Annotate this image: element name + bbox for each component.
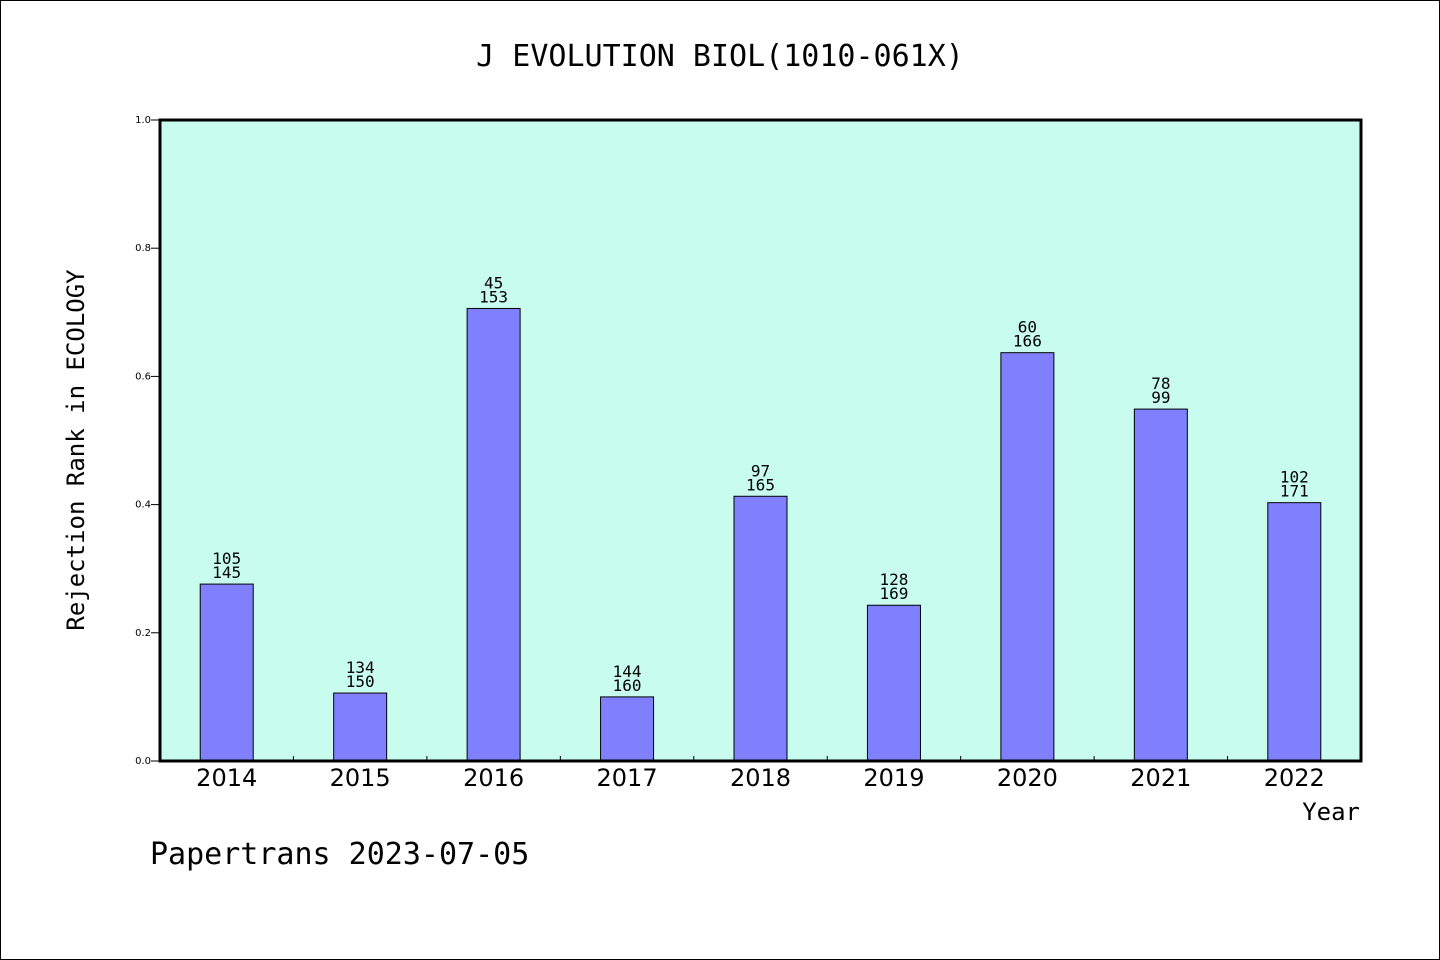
bar-2019	[866, 604, 921, 762]
y-tick-label: 0.4	[135, 500, 151, 511]
y-axis-label: Rejection Rank in ECOLOGY	[62, 269, 90, 631]
data-label-bottom: 150	[346, 672, 375, 691]
x-tick-label: 2019	[863, 764, 924, 792]
data-label-top: 134	[346, 658, 375, 677]
data-label-bottom: 171	[1280, 482, 1309, 501]
x-tick-label: 2017	[597, 764, 658, 792]
y-axis: 0.0 0.2 0.4 0.6 0.8 1.0	[135, 115, 160, 767]
bar-2016	[466, 307, 521, 762]
data-label-bottom: 153	[479, 287, 508, 306]
x-axis: 2014 2015 2016 2017 2018 2019 2020 2021 2022	[196, 756, 1325, 792]
data-label-top: 128	[879, 570, 908, 589]
bar-2022	[1267, 502, 1322, 762]
data-label-top: 97	[751, 461, 770, 480]
x-tick-label: 2015	[330, 764, 391, 792]
data-label-bottom: 145	[212, 563, 241, 582]
chart-title: J EVOLUTION BIOL(1010-061X)	[476, 39, 964, 74]
bar-2017	[600, 696, 655, 762]
y-tick-label: 0.2	[135, 628, 151, 639]
x-tick-label: 2014	[196, 764, 257, 792]
data-label-bottom: 160	[613, 676, 642, 695]
watermark-text: Papertrans 2023-07-05	[150, 837, 529, 872]
x-tick-label: 2021	[1130, 764, 1191, 792]
data-label-top: 60	[1018, 318, 1037, 337]
data-label-bottom: 166	[1013, 332, 1042, 351]
y-tick-label: 0.0	[135, 756, 151, 767]
bar-2015	[333, 692, 388, 762]
data-label-bottom: 165	[746, 475, 775, 494]
data-label-top: 144	[613, 662, 642, 681]
bar-2021	[1133, 408, 1188, 762]
x-tick-label: 2018	[730, 764, 791, 792]
data-label-top: 45	[484, 273, 503, 292]
plot-border	[158, 118, 1363, 763]
bar-2018	[733, 495, 788, 762]
x-tick-label: 2022	[1264, 764, 1325, 792]
data-label-top: 78	[1151, 374, 1170, 393]
y-tick-label: 0.6	[135, 371, 151, 382]
data-label-bottom: 99	[1151, 388, 1170, 407]
x-tick-label: 2020	[997, 764, 1058, 792]
data-label-top: 105	[212, 549, 241, 568]
bar-2020	[1000, 352, 1055, 762]
data-label-top: 102	[1280, 468, 1309, 487]
x-axis-label: Year	[1302, 798, 1360, 826]
data-label-bottom: 169	[879, 584, 908, 603]
bar-2014	[199, 583, 254, 762]
x-tick-label: 2016	[463, 764, 524, 792]
y-tick-label: 1.0	[135, 115, 151, 126]
y-tick-label: 0.8	[135, 243, 151, 254]
